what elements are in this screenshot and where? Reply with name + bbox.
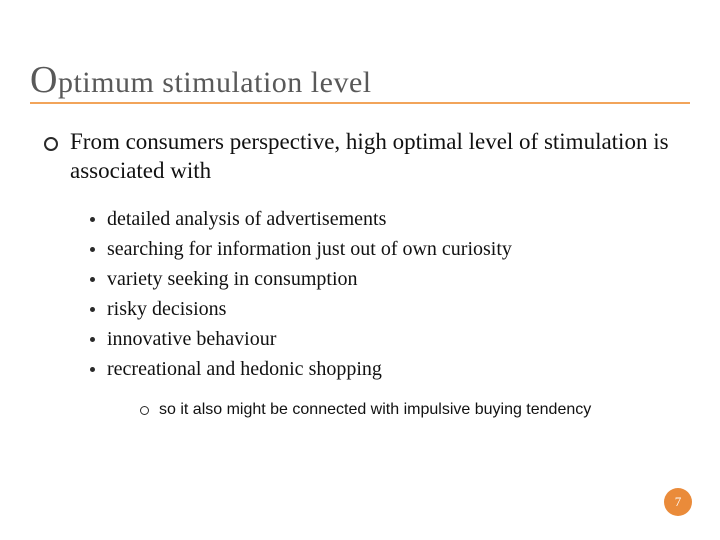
page-number-badge: 7 xyxy=(664,488,692,516)
slide-title: Optimum stimulation level xyxy=(30,66,372,99)
list-item-text: searching for information just out of ow… xyxy=(107,236,512,263)
sub-list: detailed analysis of advertisements sear… xyxy=(90,206,660,386)
list-item: recreational and hedonic shopping xyxy=(90,356,660,383)
list-item: searching for information just out of ow… xyxy=(90,236,660,263)
dot-bullet-icon xyxy=(90,367,95,372)
list-item-text: innovative behaviour xyxy=(107,326,276,353)
slide-title-cap: O xyxy=(30,59,58,101)
slide: Optimum stimulation level From consumers… xyxy=(0,0,720,540)
slide-title-wrap: Optimum stimulation level xyxy=(30,58,372,102)
main-point-text: From consumers perspective, high optimal… xyxy=(70,128,676,186)
list-item: innovative behaviour xyxy=(90,326,660,353)
list-item-text: recreational and hedonic shopping xyxy=(107,356,382,383)
list-item-text: risky decisions xyxy=(107,296,226,323)
dot-bullet-icon xyxy=(90,247,95,252)
list-item-text: variety seeking in consumption xyxy=(107,266,358,293)
main-point: From consumers perspective, high optimal… xyxy=(44,128,676,186)
ring-bullet-icon xyxy=(140,406,149,415)
page-number: 7 xyxy=(675,494,682,510)
list-item: detailed analysis of advertisements xyxy=(90,206,660,233)
title-underline xyxy=(30,102,690,104)
list-item: risky decisions xyxy=(90,296,660,323)
dot-bullet-icon xyxy=(90,307,95,312)
list-item: variety seeking in consumption xyxy=(90,266,660,293)
tertiary-point: so it also might be connected with impul… xyxy=(140,400,680,421)
list-item-text: detailed analysis of advertisements xyxy=(107,206,386,233)
ring-bullet-icon xyxy=(44,137,58,151)
tertiary-point-text: so it also might be connected with impul… xyxy=(159,400,591,421)
dot-bullet-icon xyxy=(90,337,95,342)
dot-bullet-icon xyxy=(90,277,95,282)
slide-title-rest: ptimum stimulation level xyxy=(58,66,372,99)
dot-bullet-icon xyxy=(90,217,95,222)
